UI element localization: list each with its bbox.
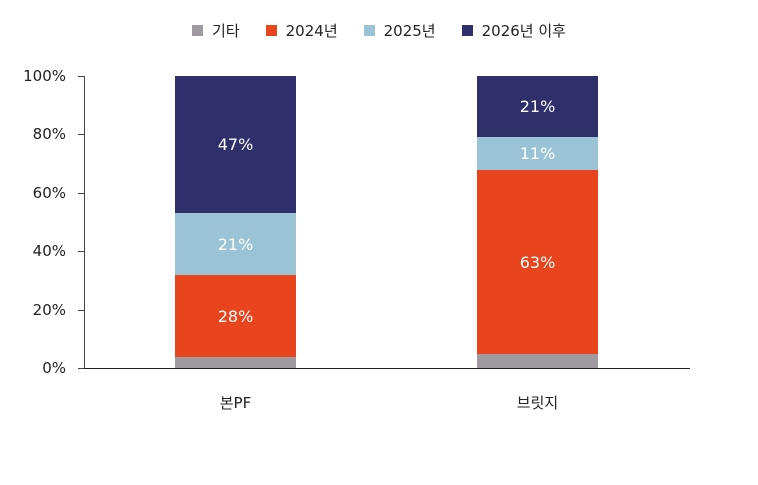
segment-2024: 63% (477, 170, 598, 354)
legend-item-2024: 2024년 (265, 20, 338, 41)
y-tick-label: 0% (42, 359, 66, 377)
data-label: 11% (519, 144, 556, 163)
bar-bonpf: 47% 21% 28% (175, 76, 296, 368)
legend-swatch-2026-after (461, 25, 473, 36)
y-tick-label: 40% (32, 242, 66, 260)
legend-swatch-2024 (265, 25, 277, 36)
legend-item-2025: 2025년 (363, 20, 436, 41)
data-label: 21% (519, 97, 556, 116)
y-tick-label: 60% (32, 184, 66, 202)
segment-other (477, 354, 598, 368)
y-tick-label: 20% (32, 301, 66, 319)
x-axis-line (84, 368, 690, 369)
legend-swatch-other (192, 25, 204, 36)
legend-item-other: 기타 (192, 20, 240, 41)
legend-label: 2025년 (383, 22, 436, 40)
segment-2025: 11% (477, 137, 598, 170)
y-tick-label: 100% (23, 67, 66, 85)
y-tick-label: 80% (32, 125, 66, 143)
segment-other (175, 357, 296, 368)
legend-label: 2026년 이후 (481, 22, 566, 40)
y-tick-mark (78, 368, 84, 369)
x-category-label: 브릿지 (516, 394, 559, 412)
y-tick-mark (78, 193, 84, 194)
data-label: 47% (217, 135, 254, 154)
y-tick-mark (78, 251, 84, 252)
legend-swatch-2025 (363, 25, 375, 36)
segment-2025: 21% (175, 213, 296, 275)
segment-2026-after: 21% (477, 76, 598, 137)
x-category-label: 본PF (219, 394, 252, 412)
data-label: 63% (519, 252, 556, 272)
segment-2024: 28% (175, 275, 296, 357)
y-axis-line (84, 76, 85, 368)
bar-bridge: 21% 11% 63% (477, 76, 598, 368)
data-label: 21% (217, 234, 254, 254)
legend-label: 2024년 (285, 22, 338, 40)
data-label: 28% (217, 306, 254, 326)
chart-legend: 기타 2024년 2025년 2026년 이후 (0, 20, 758, 41)
y-tick-mark (78, 76, 84, 77)
legend-item-2026-after: 2026년 이후 (461, 20, 566, 41)
segment-2026-after: 47% (175, 76, 296, 213)
y-tick-mark (78, 310, 84, 311)
legend-label: 기타 (212, 22, 240, 40)
y-tick-mark (78, 134, 84, 135)
